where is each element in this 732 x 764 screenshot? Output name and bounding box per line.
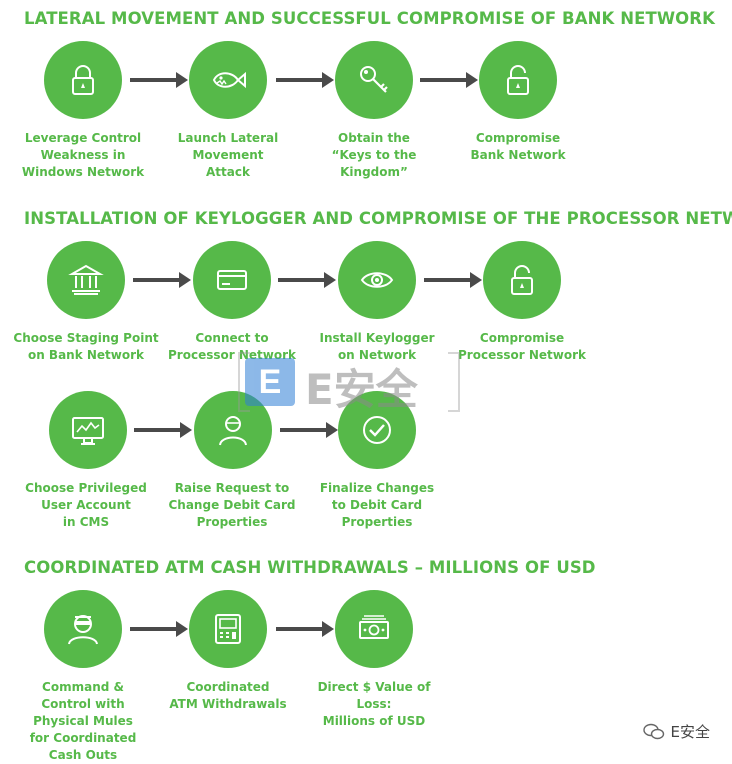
section-title-lateral-movement: LATERAL MOVEMENT AND SUCCESSFUL COMPROMI… [24,9,715,28]
card-icon [217,270,247,290]
lock-icon [72,65,94,95]
check-icon [363,416,391,444]
corner-brand: E安全 [642,721,710,742]
flow-arrow [133,272,191,288]
step-label-command-control: Command & Control with Physical Mules fo… [29,680,137,762]
watermark-text: E安全 [305,365,418,414]
step-label-obtain-keys: Obtain the “Keys to the Kingdom” [331,131,417,179]
unlock-icon [511,265,533,295]
flow-arrow [130,621,188,637]
step-label-install-keylogger: Install Keylogger on Network [319,331,435,362]
unlock-icon [507,65,529,95]
flow-arrow [276,72,334,88]
step-node-finalize-changes [338,391,416,469]
watermark-logo: E [245,358,295,406]
flow-arrow [280,422,338,438]
step-node-staging-point [47,241,125,319]
step-label-compromise-bank: Compromise Bank Network [470,131,566,162]
step-node-lateral-attack [189,41,267,119]
step-node-raise-request [194,391,272,469]
wechat-icon [642,723,664,739]
section-title-atm-withdrawals: COORDINATED ATM CASH WITHDRAWALS – MILLI… [24,558,596,577]
cash-icon [359,615,389,639]
step-node-atm-withdrawals [189,590,267,668]
step-label-compromise-processor: Compromise Processor Network [458,331,586,362]
eye-icon [360,272,394,288]
step-label-finalize-changes: Finalize Changes to Debit Card Propertie… [319,481,435,529]
watermark-bracket-left [238,352,250,412]
step-node-leverage-control [44,41,122,119]
step-label-atm-withdrawals: Coordinated ATM Withdrawals [169,680,287,711]
atm-icon [215,614,241,644]
step-label-direct-loss: Direct $ Value of Loss: Millions of USD [317,680,431,728]
step-node-direct-loss [335,590,413,668]
step-node-privileged-account [49,391,127,469]
monitor-icon [72,417,104,445]
flow-arrow [130,72,188,88]
key-icon [360,66,388,93]
flow-arrow [424,272,482,288]
step-node-connect-processor [193,241,271,319]
corner-brand-text: E安全 [670,723,710,741]
step-node-install-keylogger [338,241,416,319]
thief-icon [68,615,98,645]
watermark-bracket-right [448,352,460,412]
step-label-lateral-attack: Launch Lateral Movement Attack [177,131,279,179]
step-node-obtain-keys [335,41,413,119]
step-node-compromise-bank [479,41,557,119]
step-node-compromise-processor [483,241,561,319]
bank-icon [68,264,104,295]
flow-arrow [134,422,192,438]
flow-arrow [278,272,336,288]
fish-icon [212,71,246,89]
section-title-keylogger: INSTALLATION OF KEYLOGGER AND COMPROMISE… [24,209,732,228]
step-label-raise-request: Raise Request to Change Debit Card Prope… [168,481,296,529]
step-label-leverage-control: Leverage Control Weakness in Windows Net… [21,131,145,179]
step-label-privileged-account: Choose Privileged User Account in CMS [25,481,147,529]
flow-arrow [420,72,478,88]
step-label-staging-point: Choose Staging Point on Bank Network [13,331,159,362]
user-icon [219,416,247,446]
flow-arrow [276,621,334,637]
step-node-command-control [44,590,122,668]
